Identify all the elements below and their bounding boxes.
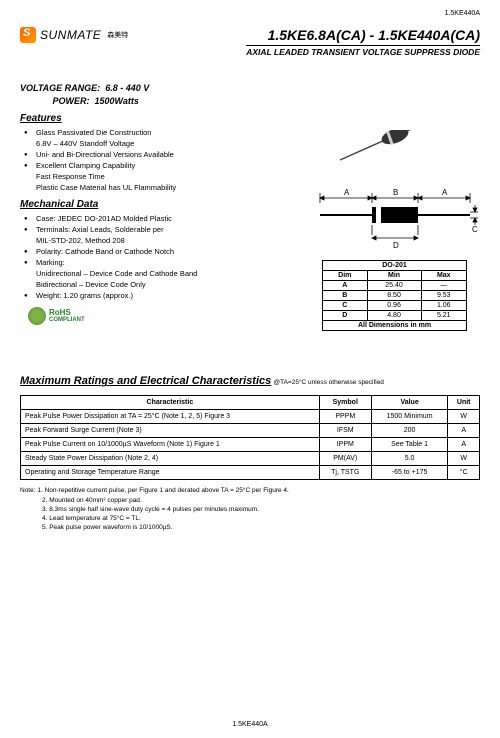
mechanical-title: Mechanical Data: [20, 199, 290, 210]
power-value: 1500Watts: [95, 96, 139, 106]
dim-cell: 25.40: [367, 281, 421, 291]
rohs-line2: COMPLIANT: [49, 317, 85, 323]
char-cell: IPPM: [319, 438, 371, 452]
char-cell: Tj, TSTG: [319, 466, 371, 480]
ratings-condition: @TA=25°C unless otherwise specified: [274, 379, 384, 386]
char-cell: PM(AV): [319, 452, 371, 466]
diode-drawing: A B A C: [310, 130, 480, 250]
char-header: Characteristic: [21, 396, 320, 410]
char-cell: W: [448, 452, 480, 466]
mechanical-item: Weight: 1.20 grams (approx.): [24, 291, 290, 302]
features-list: Glass Passivated Die Construction6.8V – …: [24, 128, 290, 193]
char-cell: °C: [448, 466, 480, 480]
dim-cell: 9.53: [421, 291, 466, 301]
mechanical-item: Marking:: [24, 258, 290, 269]
char-cell: W: [448, 410, 480, 424]
ratings-title: Maximum Ratings and Electrical Character…: [20, 375, 271, 387]
mechanical-item: MIL-STD-202, Method 208: [24, 236, 290, 247]
dim-header: Dim: [323, 271, 368, 281]
brand-name: SUNMATE: [40, 28, 101, 42]
feature-item: Uni- and Bi-Directional Versions Availab…: [24, 150, 290, 161]
dim-cell: D: [323, 311, 368, 321]
rohs-line1: RoHS: [49, 308, 71, 317]
ratings-heading: Maximum Ratings and Electrical Character…: [20, 375, 480, 387]
char-cell: Peak Forward Surge Current (Note 3): [21, 424, 320, 438]
feature-item: Plastic Case Material has UL Flammabilit…: [24, 183, 290, 194]
dim-label-A2: A: [442, 188, 448, 197]
rohs-leaf-icon: [28, 307, 46, 325]
feature-item: Fast Response Time: [24, 172, 290, 183]
char-cell: A: [448, 438, 480, 452]
mechanical-item: Case: JEDEC DO-201AD Molded Plastic: [24, 214, 290, 225]
dim-cell: 8.50: [367, 291, 421, 301]
char-header: Symbol: [319, 396, 371, 410]
brand-cn: 森美特: [107, 30, 128, 40]
char-header: Value: [371, 396, 448, 410]
notes-block: Note: 1. Non-repetitive current pulse, p…: [20, 486, 480, 531]
char-cell: A: [448, 424, 480, 438]
header-partnum: 1.5KE440A: [445, 10, 480, 17]
dim-label-C: C: [472, 225, 478, 234]
char-cell: PPPM: [319, 410, 371, 424]
mechanical-item: Terminals: Axial Leads, Solderable per: [24, 225, 290, 236]
dim-header: Min: [367, 271, 421, 281]
dim-table-caption: DO-201: [323, 261, 467, 271]
features-title: Features: [20, 113, 290, 124]
note-item: 5. Peak pulse power waveform is 10/1000µ…: [42, 523, 480, 532]
rohs-badge: RoHS COMPLIANT: [28, 307, 290, 325]
note-item: 4. Lead temperature at 75°C = TL.: [42, 514, 480, 523]
char-cell: 5.0: [371, 452, 448, 466]
dim-label-D: D: [393, 241, 399, 250]
char-cell: Steady State Power Dissipation (Note 2, …: [21, 452, 320, 466]
mechanical-item: Polarity: Cathode Band or Cathode Notch: [24, 247, 290, 258]
feature-item: Glass Passivated Die Construction: [24, 128, 290, 139]
title-sub: AXIAL LEADED TRANSIENT VOLTAGE SUPPRESS …: [246, 47, 480, 57]
title-main: 1.5KE6.8A(CA) - 1.5KE440A(CA): [246, 27, 480, 46]
note-item: 2. Mounted on 40mm² copper pad.: [42, 496, 480, 505]
logo-block: SUNMATE 森美特: [20, 27, 128, 43]
rohs-text: RoHS COMPLIANT: [49, 309, 85, 323]
characteristics-table: CharacteristicSymbolValueUnit Peak Pulse…: [20, 395, 480, 480]
feature-item: Excellent Clamping Capability: [24, 161, 290, 172]
power-label: POWER:: [53, 96, 90, 106]
feature-item: 6.8V – 440V Standoff Voltage: [24, 139, 290, 150]
mechanical-item: Bidirectional – Device Code Only: [24, 280, 290, 291]
dim-cell: A: [323, 281, 368, 291]
char-cell: Peak Pulse Current on 10/1000µS Waveform…: [21, 438, 320, 452]
mechanical-item: Unidirectional – Device Code and Cathode…: [24, 269, 290, 280]
dim-cell: C: [323, 301, 368, 311]
char-cell: 1500 Minimum: [371, 410, 448, 424]
dimension-table: DO-201 DimMinMax A25.40— B8.509.53 C0.961.…: [322, 260, 467, 331]
char-header: Unit: [448, 396, 480, 410]
mechanical-list: Case: JEDEC DO-201AD Molded PlasticTermi…: [24, 214, 290, 301]
dim-cell: 0.96: [367, 301, 421, 311]
dim-cell: 4.80: [367, 311, 421, 321]
voltage-value: 6.8 - 440 V: [105, 83, 149, 93]
brand-logo-icon: [20, 27, 36, 43]
dim-label-B: B: [393, 188, 398, 197]
page-footer: 1.5KE440A: [0, 721, 500, 728]
note-item: 3. 8.3ms single half sine-wave duty cycl…: [42, 505, 480, 514]
dim-cell: —: [421, 281, 466, 291]
dim-cell: B: [323, 291, 368, 301]
char-cell: 200: [371, 424, 448, 438]
voltage-label: VOLTAGE RANGE:: [20, 83, 100, 93]
voltage-power: VOLTAGE RANGE: 6.8 - 440 V POWER: 1500Wa…: [20, 82, 290, 107]
char-cell: IFSM: [319, 424, 371, 438]
char-cell: -65 to +175: [371, 466, 448, 480]
dim-cell: 1.06: [421, 301, 466, 311]
header-row: SUNMATE 森美特 1.5KE6.8A(CA) - 1.5KE440A(CA…: [20, 27, 480, 57]
dim-header: Max: [421, 271, 466, 281]
note-item: 1. Non-repetitive current pulse, per Fig…: [37, 487, 289, 494]
dim-table-footer: All Dimensions in mm: [323, 321, 467, 331]
title-block: 1.5KE6.8A(CA) - 1.5KE440A(CA) AXIAL LEAD…: [246, 27, 480, 57]
char-cell: See Table 1: [371, 438, 448, 452]
char-cell: Operating and Storage Temperature Range: [21, 466, 320, 480]
char-cell: Peak Pulse Power Dissipation at TA = 25°…: [21, 410, 320, 424]
dim-cell: 5.21: [421, 311, 466, 321]
notes-lead: Note:: [20, 487, 36, 494]
dim-label-A1: A: [344, 188, 350, 197]
